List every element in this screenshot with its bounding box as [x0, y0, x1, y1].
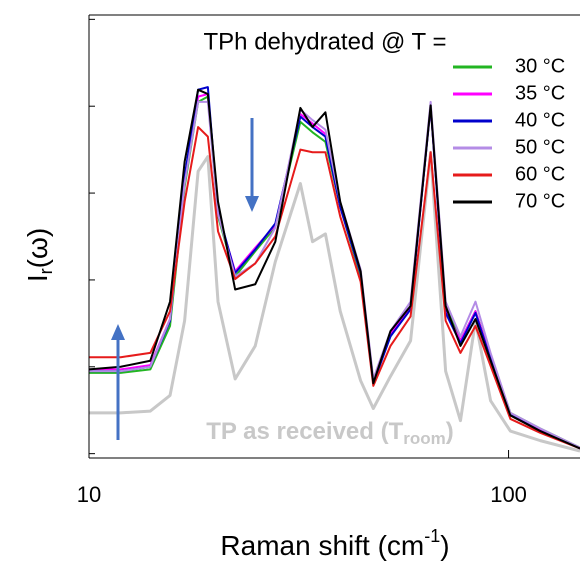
annotation-text: ): [446, 418, 454, 445]
x-axis-label-text: Raman shift (cm: [220, 530, 424, 561]
series-line: [89, 88, 580, 450]
legend-label: 40 °C: [515, 109, 565, 131]
legend-label: 70 °C: [515, 190, 565, 212]
x-axis-label: Raman shift (cm-1): [220, 526, 449, 562]
series-line: [89, 150, 580, 453]
series-line: [89, 95, 580, 449]
legend-label: 60 °C: [515, 163, 565, 185]
y-axis-label: Ir(ω): [22, 228, 55, 282]
arrows: [111, 118, 259, 440]
legend-label: 50 °C: [515, 136, 565, 158]
series-line: [89, 100, 580, 449]
x-tick-label: 100: [490, 482, 527, 507]
legend-label: 30 °C: [515, 55, 565, 77]
y-axis-label-text: (ω): [22, 228, 53, 269]
annotation: TP as received (Troom): [206, 418, 454, 448]
y-axis-label-subscript: r: [36, 268, 56, 274]
annotation-subscript: room: [403, 429, 446, 448]
series-line: [89, 86, 580, 450]
x-axis-label-superscript: -1: [424, 526, 440, 546]
legend-label: 35 °C: [515, 82, 565, 104]
annotation-text: TP as received (T: [206, 418, 403, 445]
x-tick-label: 10: [77, 482, 101, 507]
arrow-head: [245, 196, 259, 212]
legend-title: TPh dehydrated @ T =: [204, 28, 447, 55]
plot-area: [89, 86, 580, 453]
series-line: [89, 126, 580, 450]
arrow-head: [111, 324, 125, 340]
series-line: [89, 93, 580, 450]
y-axis-label-text: I: [22, 274, 53, 282]
x-axis-label-text: ): [440, 530, 449, 561]
